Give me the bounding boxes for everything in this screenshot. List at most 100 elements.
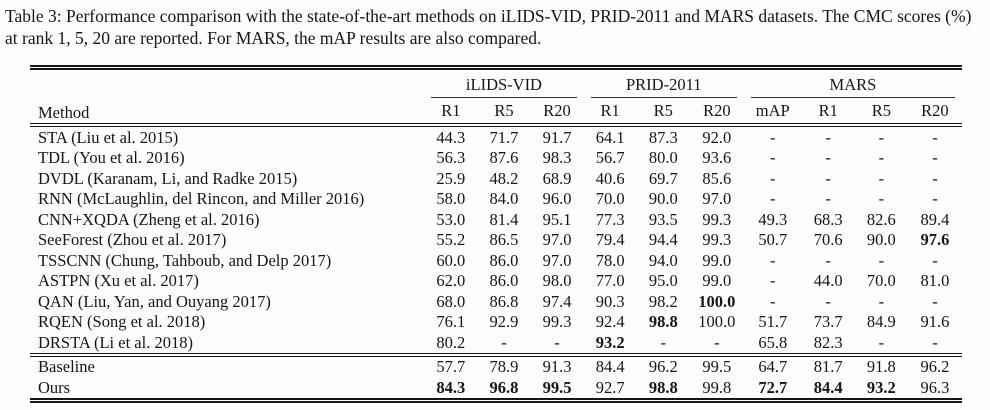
score-cell: 93.2 — [595, 332, 625, 352]
score-cell: - — [932, 168, 938, 188]
results-table: Method iLIDS-VID PRID-2011 MARS R1 R5 R20 R… — [30, 65, 962, 403]
group-header-ilids-vid: iLIDS-VID — [424, 68, 583, 99]
score-cell: 100.0 — [698, 312, 736, 332]
score-cell: 89.4 — [920, 209, 950, 229]
score-cell: 94.4 — [648, 230, 678, 250]
score-cell: 79.4 — [595, 230, 625, 250]
score-cell: 86.8 — [489, 291, 519, 311]
table-row: SeeForest (Zhou et al. 2017) 55.2 86.5 97.0… — [30, 230, 962, 251]
score-cell: - — [714, 332, 720, 352]
ours-baseline-body: Baseline 57.7 78.9 91.3 84.4 96.2 99.5 64.7 81.7… — [30, 352, 962, 401]
score-cell: 58.0 — [436, 189, 466, 209]
score-cell: - — [825, 291, 831, 311]
score-cell: 99.3 — [702, 209, 732, 229]
score-cell: - — [932, 189, 938, 209]
score-cell: 80.0 — [648, 148, 678, 168]
score-cell: 97.0 — [702, 189, 732, 209]
group-header-ilids-vid-label: iLIDS-VID — [431, 75, 577, 99]
score-cell: - — [554, 332, 560, 352]
score-cell: - — [770, 291, 776, 311]
score-cell: 85.6 — [702, 168, 732, 188]
score-cell: - — [770, 127, 776, 147]
score-cell: - — [501, 332, 507, 352]
group-header-prid-2011: PRID-2011 — [584, 68, 744, 99]
score-cell: 98.8 — [648, 377, 678, 397]
score-cell: 77.3 — [595, 209, 625, 229]
score-cell: 92.0 — [702, 127, 732, 147]
method-name: Baseline — [30, 352, 425, 378]
table-row: TSSCNN (Chung, Tahboub, and Delp 2017) 60… — [30, 250, 962, 271]
score-cell: 84.3 — [436, 377, 466, 397]
score-cell: 93.5 — [648, 209, 678, 229]
score-cell: 99.5 — [542, 377, 572, 397]
score-cell: 68.9 — [542, 168, 572, 188]
score-cell: 99.0 — [702, 250, 732, 270]
score-cell: 94.0 — [648, 250, 678, 270]
score-cell: - — [932, 332, 938, 352]
score-cell: - — [932, 148, 938, 168]
score-cell: 97.6 — [920, 230, 950, 250]
col-header-mars-map: mAP — [743, 98, 802, 128]
table-row: ASTPN (Xu et al. 2017) 62.0 86.0 98.0 77.0 95… — [30, 271, 962, 292]
score-cell: 40.6 — [595, 168, 625, 188]
table-row: DRSTA (Li et al. 2018) 80.2 - - 93.2 - - 65.8 82… — [30, 332, 962, 355]
score-cell: 72.7 — [758, 377, 788, 397]
score-cell: 87.3 — [648, 127, 678, 147]
score-cell: 64.7 — [743, 352, 802, 378]
score-cell: 93.6 — [702, 148, 732, 168]
score-cell: 86.5 — [489, 230, 519, 250]
method-name: STA (Liu et al. 2015) — [38, 127, 179, 147]
score-cell: - — [878, 148, 885, 168]
method-name: DRSTA (Li et al. 2018) — [38, 332, 193, 352]
score-cell: 86.0 — [489, 250, 519, 270]
method-name: QAN (Liu, Yan, and Ouyang 2017) — [38, 291, 271, 311]
score-cell: - — [825, 189, 831, 209]
score-cell: 68.3 — [813, 209, 843, 229]
score-cell: 91.8 — [854, 352, 908, 378]
score-cell: 44.0 — [813, 271, 843, 291]
score-cell: 97.0 — [542, 230, 572, 250]
score-cell: - — [770, 189, 776, 209]
method-name: RNN (McLaughlin, del Rincon, and Miller … — [38, 189, 365, 209]
score-cell: 84.9 — [866, 312, 896, 332]
score-cell: 57.7 — [424, 352, 478, 378]
col-header-mars-r1: R1 — [801, 98, 855, 128]
score-cell: 91.3 — [530, 352, 584, 378]
score-cell: 65.8 — [758, 332, 788, 352]
score-cell: - — [878, 168, 885, 188]
score-cell: 90.3 — [595, 291, 625, 311]
method-name: TSSCNN (Chung, Tahboub, and Delp 2017) — [38, 250, 332, 270]
score-cell: 91.7 — [542, 127, 572, 147]
table-container: Method iLIDS-VID PRID-2011 MARS R1 R5 R20 R… — [30, 65, 962, 403]
score-cell: 78.0 — [595, 250, 625, 270]
score-cell: - — [932, 127, 938, 147]
col-header-mars-r5: R5 — [854, 98, 908, 128]
group-header-mars-label: MARS — [750, 75, 955, 99]
table-row: STA (Liu et al. 2015) 44.3 71.7 91.7 64.1 87.… — [30, 125, 962, 148]
score-cell: - — [825, 168, 831, 188]
score-cell: 92.7 — [595, 377, 625, 397]
score-cell: 69.7 — [648, 168, 678, 188]
score-cell: 96.0 — [542, 189, 572, 209]
method-name: Ours — [38, 377, 71, 397]
method-name: CNN+XQDA (Zheng et al. 2016) — [38, 209, 260, 229]
score-cell: - — [770, 168, 776, 188]
method-name: SeeForest (Zhou et al. 2017) — [38, 230, 227, 250]
score-cell: 90.0 — [648, 189, 678, 209]
score-cell: 96.2 — [907, 352, 962, 378]
score-cell: 96.2 — [636, 352, 690, 378]
col-header-mars-r20: R20 — [907, 98, 962, 128]
score-cell: - — [932, 291, 938, 311]
score-cell: 98.3 — [542, 148, 572, 168]
table-row: Baseline 57.7 78.9 91.3 84.4 96.2 99.5 64.7 81.7… — [30, 352, 962, 378]
score-cell: 99.3 — [542, 312, 572, 332]
table-row: RQEN (Song et al. 2018) 76.1 92.9 99.3 92.4 9… — [30, 312, 962, 333]
score-cell: 90.0 — [866, 230, 896, 250]
method-name: DVDL (Karanam, Li, and Radke 2015) — [38, 168, 298, 188]
score-cell: 100.0 — [698, 291, 736, 311]
score-cell: 49.3 — [758, 209, 788, 229]
group-header-row: Method iLIDS-VID PRID-2011 MARS — [30, 67, 962, 128]
score-cell: 64.1 — [595, 127, 625, 147]
score-cell: 70.0 — [866, 271, 896, 291]
score-cell: 25.9 — [436, 168, 466, 188]
